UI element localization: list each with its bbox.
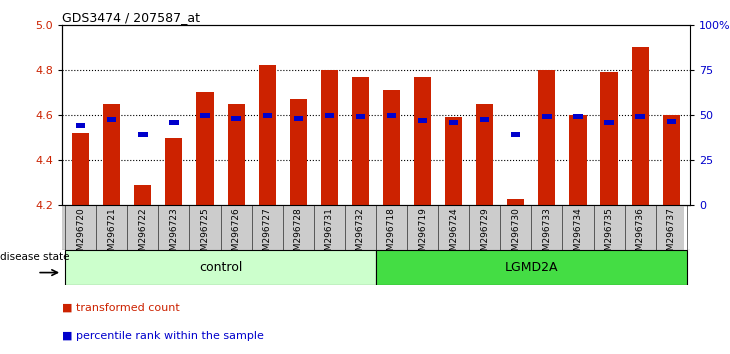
Bar [320, 70, 338, 205]
Bar [387, 113, 396, 118]
Text: disease state: disease state [0, 252, 69, 262]
Bar [480, 117, 489, 122]
Text: GSM296732: GSM296732 [356, 207, 365, 262]
Text: GSM296719: GSM296719 [418, 207, 427, 262]
Bar [200, 113, 210, 118]
Bar [511, 132, 520, 137]
Bar [138, 132, 147, 137]
Text: GSM296733: GSM296733 [542, 207, 551, 262]
Bar [383, 90, 400, 205]
Text: GSM296736: GSM296736 [636, 207, 645, 262]
Bar [72, 133, 89, 205]
Bar [538, 70, 556, 205]
Bar [573, 114, 583, 119]
Bar [507, 199, 524, 205]
Bar [134, 185, 151, 205]
Text: GSM296725: GSM296725 [201, 207, 210, 262]
Bar [290, 99, 307, 205]
Text: GSM296721: GSM296721 [107, 207, 116, 262]
Bar [352, 77, 369, 205]
Bar [231, 116, 241, 121]
Text: ■ transformed count: ■ transformed count [62, 303, 180, 313]
Bar [476, 104, 493, 205]
Text: GSM296720: GSM296720 [76, 207, 85, 262]
Bar [76, 123, 85, 128]
Text: GSM296724: GSM296724 [449, 207, 458, 262]
Bar [263, 113, 272, 118]
Text: GSM296723: GSM296723 [169, 207, 178, 262]
Text: GSM296737: GSM296737 [666, 207, 676, 262]
Bar [376, 250, 687, 285]
Text: GSM296729: GSM296729 [480, 207, 489, 262]
Text: control: control [199, 261, 242, 274]
Bar [166, 138, 182, 205]
Bar [65, 250, 376, 285]
Text: ■ percentile rank within the sample: ■ percentile rank within the sample [62, 331, 264, 341]
Bar [604, 120, 614, 125]
Bar [196, 92, 214, 205]
Bar [103, 104, 120, 205]
Bar [293, 116, 303, 121]
Bar [666, 119, 676, 124]
Bar [542, 114, 552, 119]
Text: GSM296731: GSM296731 [325, 207, 334, 262]
Text: GDS3474 / 207587_at: GDS3474 / 207587_at [62, 11, 200, 24]
Bar [449, 120, 458, 125]
Bar [601, 72, 618, 205]
Bar [663, 115, 680, 205]
Text: GSM296726: GSM296726 [231, 207, 241, 262]
Text: GSM296718: GSM296718 [387, 207, 396, 262]
Bar [107, 117, 117, 122]
Text: LGMD2A: LGMD2A [504, 261, 558, 274]
Text: GSM296727: GSM296727 [263, 207, 272, 262]
Bar [414, 77, 431, 205]
Text: GSM296734: GSM296734 [574, 207, 583, 262]
Bar [569, 115, 586, 205]
Text: GSM296722: GSM296722 [139, 207, 147, 262]
Bar [356, 114, 365, 119]
Bar [445, 117, 462, 205]
Bar [635, 114, 645, 119]
Bar [228, 104, 245, 205]
Bar [258, 65, 276, 205]
Bar [169, 120, 179, 125]
Text: GSM296735: GSM296735 [604, 207, 613, 262]
Bar [418, 118, 427, 123]
Text: GSM296728: GSM296728 [293, 207, 303, 262]
Bar [325, 113, 334, 118]
Text: GSM296730: GSM296730 [511, 207, 520, 262]
Bar [631, 47, 649, 205]
